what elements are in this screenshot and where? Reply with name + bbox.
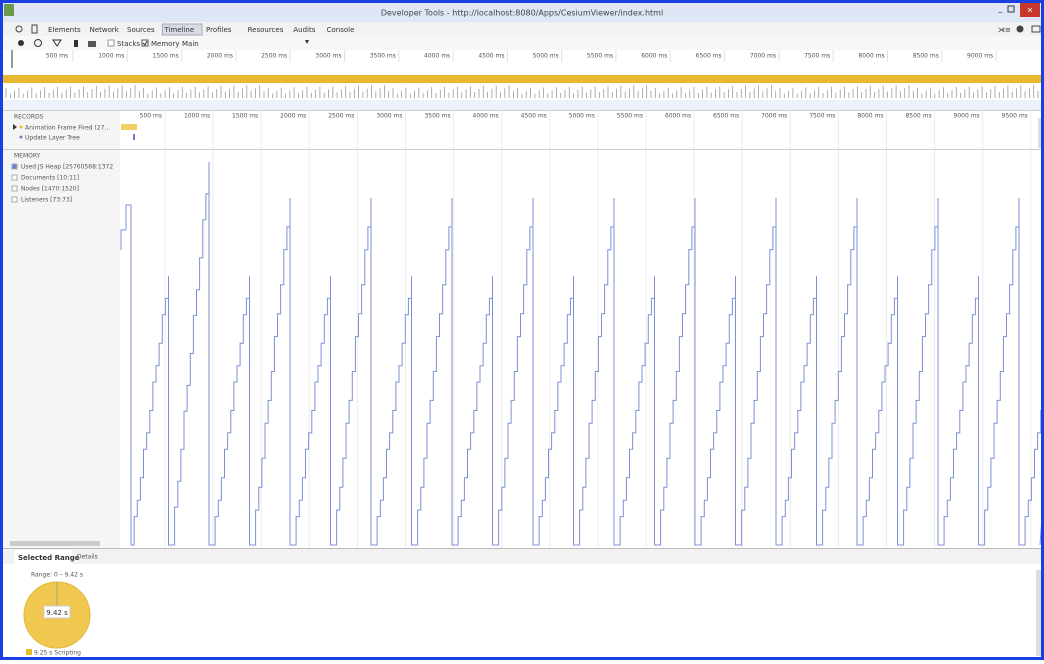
page: {"window": {"title": "Developer Tools - … [0,0,1044,660]
timeline-tick-label: 2500 ms [328,113,354,120]
timeline-tick-label: 5000 ms [569,113,595,120]
timeline-tick-label: 3000 ms [376,113,402,120]
scrollbar[interactable] [1038,118,1041,148]
timeline-tick-label: 2000 ms [280,113,306,120]
stacks-label: Stacks [117,40,140,48]
close-icon: × [1027,6,1034,15]
tab[interactable]: Console [327,26,355,34]
devtools-window: Developer Tools - http://localhost:8080/… [0,0,1044,660]
timeline-tick-label: 6500 ms [713,113,739,120]
overview-tick-label: 9000 ms [967,53,993,60]
record-dot [20,136,23,139]
tab[interactable]: Network [90,26,120,34]
tab[interactable]: Elements [48,26,81,34]
timeline-tick-label: 500 ms [140,113,162,120]
tab[interactable]: Timeline [163,26,194,34]
thread-select[interactable]: Main [182,40,199,48]
overview-tick-label: 8500 ms [913,53,939,60]
timeline-tick-label: 1500 ms [232,113,258,120]
counter-label[interactable]: Nodes [1470:1520] [21,186,79,193]
counter-label[interactable]: Used JS Heap [25760568:1372 [21,164,113,171]
overview-label: . [10,102,12,109]
timeline-tick-label: 6000 ms [665,113,691,120]
separator [3,149,1041,150]
counter-checkbox[interactable] [12,164,17,169]
tab[interactable]: Resources [248,26,284,34]
overview-memory-strip [3,100,1041,110]
overview-tick-label: 7000 ms [750,53,776,60]
timeline-tick-label: 4000 ms [473,113,499,120]
memory-label: Memory [151,40,179,48]
record-bar [133,134,135,140]
bottom-tab-bar [3,549,1041,564]
tab[interactable]: Profiles [206,26,232,34]
overview-tick-label: 7500 ms [804,53,830,60]
timeline-tick-label: 7000 ms [761,113,787,120]
timeline-tick-label: 7500 ms [809,113,835,120]
record-bar [121,124,137,130]
overview-tick-label: 6500 ms [696,53,722,60]
separator [3,548,1041,549]
overview-tick-label: 3000 ms [315,53,341,60]
timeline-tick-label: 5500 ms [617,113,643,120]
counter-label[interactable]: Listeners [73:73] [21,197,72,204]
pie-label: 9.42 s [46,609,68,617]
overview-tick-label: 8000 ms [858,53,884,60]
overview-tick-label: 4500 ms [478,53,504,60]
legend-label: 9.25 s Scripting [34,650,81,657]
legend-swatch [26,649,32,655]
dock-icon[interactable]: ⋊≡ [998,26,1011,34]
record-item[interactable]: Animation Frame Fired (27... [25,125,110,132]
tab[interactable]: Sources [127,26,155,34]
timeline-tick-label: 9500 ms [1002,113,1028,120]
overview-tick-label: 5000 ms [533,53,559,60]
stacks-checkbox[interactable] [108,40,114,46]
overview-tick-label: 5500 ms [587,53,613,60]
vertical-scrollbar[interactable] [1036,570,1041,656]
record-dot [20,126,23,129]
bottom-tab[interactable]: Selected Range [18,554,80,562]
record-button[interactable] [18,40,24,46]
overview-tick-label: 1500 ms [153,53,179,60]
overview-tick-label: 6000 ms [641,53,667,60]
tab[interactable]: Audits [293,26,315,34]
overview-scripting-band [3,75,1041,83]
overview-tick-label: 3500 ms [370,53,396,60]
timeline-tick-label: 8000 ms [857,113,883,120]
timeline-tick-label: 8500 ms [905,113,931,120]
settings-icon[interactable] [1017,26,1024,33]
view-button[interactable] [88,41,96,47]
timeline-tick-label: 9000 ms [954,113,980,120]
memory-sidebar [3,150,120,548]
gc-button[interactable] [74,40,78,47]
overview-tick-label: 1000 ms [98,53,124,60]
counter-checkbox[interactable] [12,175,17,180]
horizontal-scrollbar[interactable] [10,541,100,546]
body: Developer Tools - http://localhost:8080/… [0,0,1044,660]
separator [3,110,1041,111]
overview-tick-label: 500 ms [46,53,68,60]
counter-checkbox[interactable] [12,186,17,191]
timeline-tick-label: 1000 ms [184,113,210,120]
minimize-button[interactable]: – [998,8,1003,18]
counter-checkbox[interactable] [12,197,17,202]
overview-tick-label: 2500 ms [261,53,287,60]
bottom-tab[interactable]: Details [77,554,98,561]
timeline-tick-label: 4500 ms [521,113,547,120]
window-title: Developer Tools - http://localhost:8080/… [381,9,663,18]
records-header: RECORDS [14,114,44,121]
range-label: Range: 0 – 9.42 s [31,572,83,579]
counter-label[interactable]: Documents [10:11] [21,175,79,182]
tab-bar [3,22,1041,36]
overview-tick-label: 2000 ms [207,53,233,60]
timeline-tick-label: 3500 ms [424,113,450,120]
memory-header: MEMORY [14,153,41,160]
overview-tick-label: 4000 ms [424,53,450,60]
app-icon [4,4,14,16]
record-item[interactable]: Update Layer Tree [25,135,80,142]
